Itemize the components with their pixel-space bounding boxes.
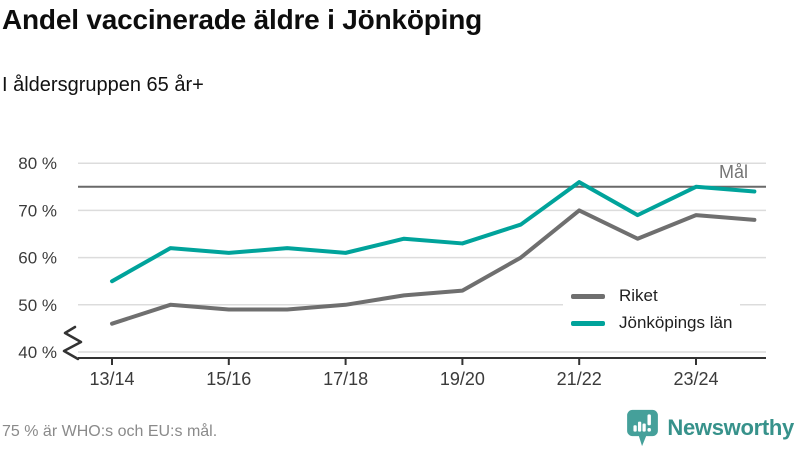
legend-item-riket: Riket	[571, 286, 732, 306]
x-axis-tick-label: 21/22	[557, 369, 602, 389]
x-axis-tick-label: 15/16	[206, 369, 251, 389]
y-axis-tick-label: 50 %	[18, 296, 57, 315]
x-axis-tick-label: 13/14	[89, 369, 134, 389]
y-axis-tick-label: 70 %	[18, 201, 57, 220]
chart-legend: Riket Jönköpings län	[563, 284, 741, 337]
series-line-j-nk-pings-l-n	[110, 180, 757, 284]
page-title: Andel vaccinerade äldre i Jönköping	[2, 4, 483, 35]
legend-label: Riket	[619, 286, 658, 305]
brand-name: Newsworthy	[667, 415, 794, 440]
logo-barchart-glyph	[633, 414, 652, 432]
x-axis-tick-label: 23/24	[673, 369, 718, 389]
goal-line-label: Mål	[719, 162, 748, 182]
x-axis-tick-label: 19/20	[440, 369, 485, 389]
y-axis-break-icon	[62, 325, 83, 361]
y-axis-tick-label: 40 %	[18, 343, 57, 362]
chart-subtitle: I åldersgruppen 65 år+	[2, 74, 204, 96]
jonkopings-lan-line-swatch	[571, 320, 605, 326]
newsworthy-logo-icon	[627, 409, 659, 447]
riket-line-swatch	[571, 293, 605, 299]
legend-label: Jönköpings län	[619, 313, 733, 332]
x-axis-tick-label: 17/18	[323, 369, 368, 389]
legend-item-jonkopings-lan: Jönköpings län	[571, 313, 732, 333]
y-axis-tick-label: 80 %	[18, 154, 57, 173]
y-axis-tick-label: 60 %	[18, 249, 57, 268]
newsworthy-logo: Newsworthy	[626, 409, 794, 447]
source-note: 75 % är WHO:s och EU:s mål.	[2, 423, 218, 440]
series-line-riket	[110, 208, 757, 326]
vaccination-line-chart: 40 % 50 % 60 % 70 % 80 % Mål 13/14 15/16 17/18 19…	[18, 154, 766, 389]
